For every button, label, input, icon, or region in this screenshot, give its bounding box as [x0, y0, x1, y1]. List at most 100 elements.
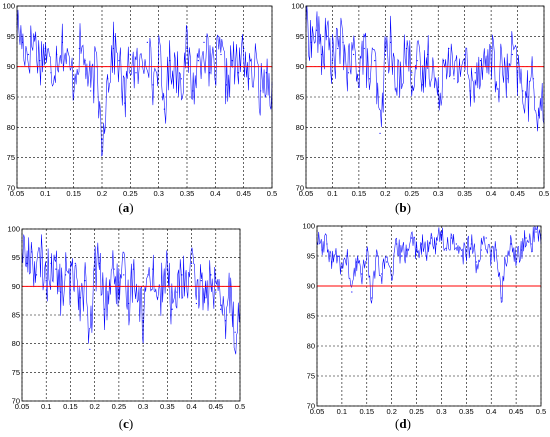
data-point — [220, 308, 222, 310]
data-point — [65, 274, 67, 276]
x-tick-label: 0.25 — [123, 189, 138, 198]
data-point — [368, 78, 371, 80]
x-tick-label: 0.05 — [15, 402, 30, 411]
y-tick-label: 85 — [296, 93, 304, 102]
data-point — [326, 35, 328, 37]
data-point — [195, 302, 197, 305]
x-tick-label: 0.2 — [89, 402, 99, 411]
data-point — [50, 72, 52, 74]
data-point — [209, 72, 211, 74]
data-point — [480, 249, 482, 251]
data-point — [124, 102, 126, 104]
data-point — [321, 53, 323, 56]
data-point — [84, 280, 86, 282]
data-point — [190, 262, 193, 264]
y-tick-label: 95 — [7, 32, 15, 41]
data-point — [527, 96, 529, 98]
y-tick-label: 95 — [307, 252, 315, 261]
x-tick-label: 0.05 — [310, 407, 325, 416]
x-tick-label: 0.2 — [380, 189, 390, 198]
data-point — [112, 47, 114, 50]
data-point — [103, 308, 105, 310]
data-point — [440, 231, 443, 233]
data-point — [326, 243, 328, 245]
data-point — [142, 320, 144, 322]
data-points — [316, 231, 542, 299]
data-point — [158, 53, 160, 56]
y-tick-label: 100 — [302, 222, 315, 231]
panel-caption: (b) — [395, 200, 411, 215]
data-point — [224, 320, 227, 322]
x-tick-label: 0.15 — [359, 407, 374, 416]
data-point — [129, 53, 131, 56]
data-point — [371, 297, 373, 299]
data-point — [315, 29, 318, 31]
panel-a: 0.05 0.1 0.15 0.2 0.25 0.3 0.35 0.4 0.45 0.5 70 75 8… — [2, 2, 277, 216]
x-tick-label: 0.4 — [210, 189, 220, 198]
data-point — [243, 47, 245, 50]
data-point — [530, 243, 532, 245]
data-point — [135, 72, 137, 74]
data-point — [386, 261, 388, 263]
y-tick-label: 85 — [7, 93, 15, 102]
data-point — [186, 47, 188, 50]
data-point — [453, 78, 455, 80]
axes-box — [316, 225, 542, 407]
data-point — [171, 308, 173, 310]
x-tick-label: 0.2 — [386, 407, 396, 416]
y-tick-label: 80 — [7, 123, 15, 132]
panel-caption: (d) — [395, 416, 411, 431]
data-point — [220, 53, 222, 56]
x-tick-label: 0.25 — [409, 407, 424, 416]
data-point — [538, 114, 540, 116]
data-point — [113, 268, 115, 270]
data-point — [26, 262, 28, 264]
x-tick-label: 0.15 — [352, 189, 367, 198]
data-point — [50, 262, 52, 264]
data-point — [45, 280, 47, 282]
data-point — [406, 249, 408, 251]
x-tick-label: 0.1 — [40, 189, 50, 198]
data-point — [474, 72, 476, 74]
plot-area — [306, 6, 544, 188]
panel-d: 0.05 0.1 0.15 0.2 0.25 0.3 0.35 0.4 0.45 0.5 70 75 8… — [302, 222, 546, 432]
data-point — [384, 53, 386, 56]
y-tick-label: 90 — [12, 282, 20, 291]
data-point — [396, 243, 398, 245]
x-tick-label: 0.4 — [486, 407, 496, 416]
data-point — [90, 90, 92, 92]
y-tick-label: 90 — [296, 62, 304, 71]
data-point — [346, 255, 348, 257]
data-point — [495, 249, 497, 251]
y-tick-label: 100 — [291, 2, 304, 11]
data-point — [401, 255, 403, 257]
data-point — [60, 291, 62, 293]
data-point — [342, 41, 344, 44]
y-tick-label: 75 — [7, 153, 15, 162]
x-tick-label: 0.35 — [459, 407, 474, 416]
data-point — [146, 41, 148, 44]
data-point — [460, 255, 462, 257]
x-tick-label: 0.35 — [457, 189, 472, 198]
data-point — [260, 90, 262, 92]
data-point — [490, 255, 492, 257]
data-point — [33, 35, 35, 37]
data-point — [535, 231, 537, 233]
data-point — [475, 261, 477, 263]
x-tick-label: 0.3 — [433, 189, 443, 198]
x-tick-label: 0.5 — [235, 402, 245, 411]
data-point — [226, 84, 228, 86]
data-point — [176, 291, 178, 293]
data-point — [152, 84, 154, 86]
data-point — [94, 268, 96, 270]
x-tick-label: 0.1 — [327, 189, 337, 198]
data-point — [379, 132, 381, 134]
data-point — [215, 291, 217, 293]
y-tick-label: 90 — [307, 282, 315, 291]
data-point — [192, 90, 194, 92]
x-tick-label: 0.15 — [66, 189, 81, 198]
y-tick-label: 100 — [7, 225, 20, 234]
data-point — [390, 41, 392, 44]
data-point — [427, 53, 429, 56]
data-point — [163, 108, 165, 110]
